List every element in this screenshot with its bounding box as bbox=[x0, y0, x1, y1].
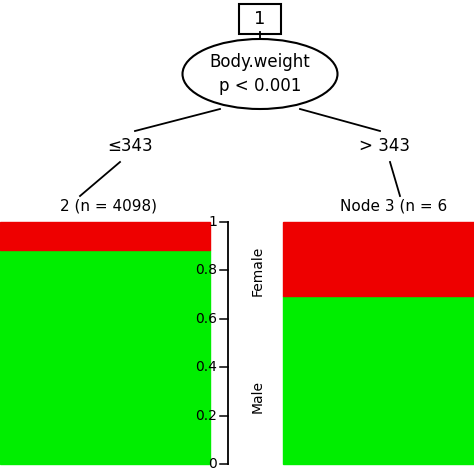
Bar bbox=[283, 296, 474, 464]
Text: > 343: > 343 bbox=[359, 137, 410, 155]
Text: 0.4: 0.4 bbox=[195, 360, 217, 374]
Text: Body.weight: Body.weight bbox=[210, 53, 310, 71]
Text: 1: 1 bbox=[208, 215, 217, 229]
Bar bbox=[0, 222, 210, 250]
Text: 2 (n = 4098): 2 (n = 4098) bbox=[60, 199, 157, 213]
FancyBboxPatch shape bbox=[239, 4, 281, 34]
Text: ≤343: ≤343 bbox=[107, 137, 153, 155]
Text: 0.2: 0.2 bbox=[195, 409, 217, 423]
Text: p < 0.001: p < 0.001 bbox=[219, 77, 301, 95]
Bar bbox=[283, 222, 474, 296]
Text: Node 3 (n = 6: Node 3 (n = 6 bbox=[340, 199, 447, 213]
Ellipse shape bbox=[182, 39, 337, 109]
Text: 1: 1 bbox=[255, 10, 266, 28]
Text: 0: 0 bbox=[208, 457, 217, 471]
Text: Male: Male bbox=[251, 380, 265, 413]
Text: 0.8: 0.8 bbox=[195, 264, 217, 277]
Text: Female: Female bbox=[251, 245, 265, 295]
Text: 0.6: 0.6 bbox=[195, 312, 217, 326]
Bar bbox=[0, 250, 210, 464]
